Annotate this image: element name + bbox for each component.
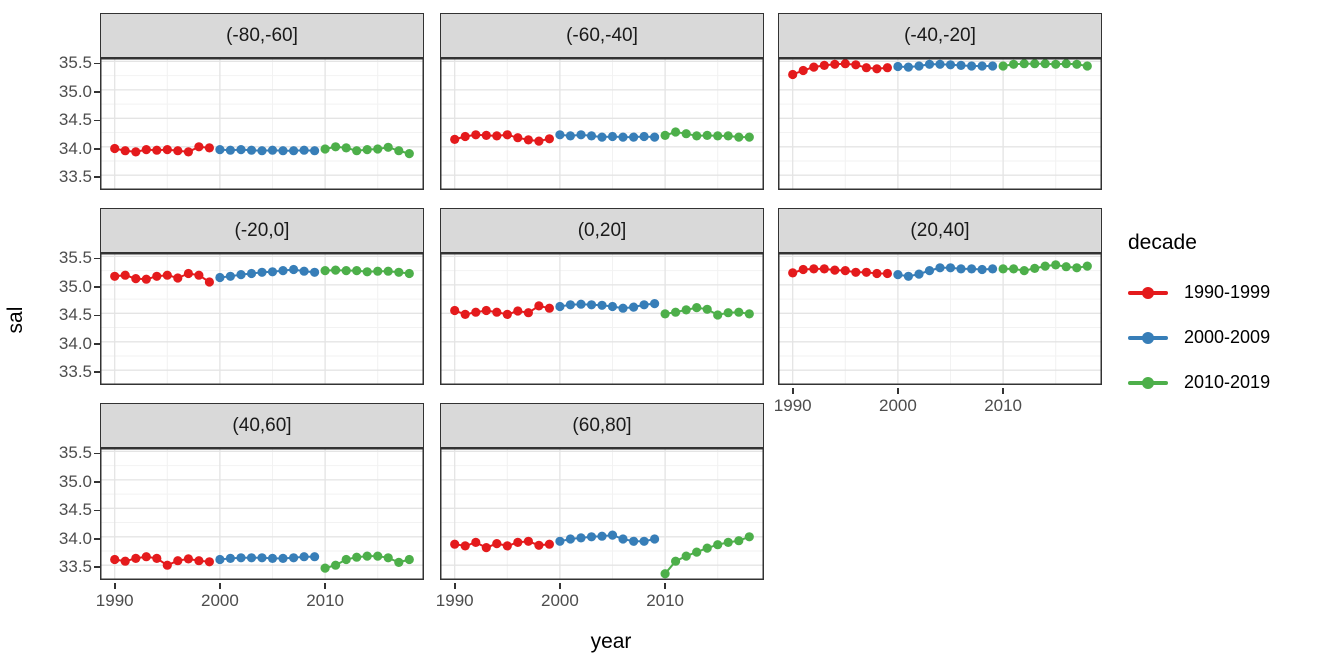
facet-strip-label: (20,40]	[910, 219, 970, 241]
x-axis-tick-mark	[897, 388, 899, 394]
facet: (-60,-40]	[440, 13, 764, 190]
x-axis-tick-label: 1990	[95, 591, 134, 610]
x-axis-tick-label: 1990	[773, 396, 812, 415]
facet-strip: (0,20]	[440, 208, 764, 253]
facet-plot-area	[100, 448, 424, 580]
legend-entry: 2000-2009	[1128, 315, 1270, 360]
facet: (-80,-60]	[100, 13, 424, 190]
x-axis-tick-label: 2010	[984, 396, 1023, 415]
facet: (-20,0]	[100, 208, 424, 385]
legend-entry-label: 1990-1999	[1184, 282, 1271, 302]
facet-plot-area	[440, 58, 764, 190]
y-axis-tick-mark	[94, 371, 100, 373]
x-axis-tick-mark	[219, 583, 221, 589]
legend-entry-label: 2000-2009	[1184, 327, 1271, 347]
y-axis-tick-label: 34.0	[58, 333, 92, 353]
x-axis-tick-mark	[324, 583, 326, 589]
facet-strip-label: (40,60]	[232, 414, 292, 436]
facet-strip: (-40,-20]	[778, 13, 1102, 58]
x-axis-tick-mark	[559, 583, 561, 589]
y-axis-tick-label: 35.0	[58, 276, 92, 296]
y-axis-tick-mark	[94, 566, 100, 568]
x-axis-tick-mark	[664, 583, 666, 589]
legend: decade 1990-1999 2000-2009 2010-2019	[1128, 230, 1270, 405]
facet-strip: (20,40]	[778, 208, 1102, 253]
facet-strip-label: (-20,0]	[234, 219, 290, 241]
y-axis-tick-label: 33.5	[58, 167, 92, 187]
facet-strip-label: (0,20]	[577, 219, 627, 241]
legend-entry-label: 2010-2019	[1184, 372, 1271, 392]
x-axis-tick-label: 2000	[879, 396, 917, 415]
y-axis-tick-mark	[94, 257, 100, 260]
x-axis-tick-mark	[453, 583, 456, 589]
facet-plot-area	[778, 253, 1102, 385]
x-axis-tick-mark	[791, 388, 794, 394]
legend-entry: 1990-1999	[1128, 270, 1270, 315]
facet-strip: (40,60]	[100, 403, 424, 448]
facet-plot-area	[100, 253, 424, 385]
y-axis-tick-label: 34.5	[58, 500, 92, 520]
y-axis-tick-mark	[94, 537, 100, 540]
y-axis-tick-label: 34.0	[58, 528, 92, 548]
legend-key-line-dot-icon	[1128, 284, 1168, 302]
facet-strip: (60,80]	[440, 403, 764, 448]
facet: (40,60]	[100, 403, 424, 580]
legend-title: decade	[1128, 231, 1197, 254]
y-axis-tick-label: 35.5	[58, 53, 92, 73]
facet: (0,20]	[440, 208, 764, 385]
y-axis-tick-label: 34.5	[58, 305, 92, 325]
facet: (20,40]	[778, 208, 1102, 385]
x-axis-tick-label: 2000	[541, 591, 579, 610]
facet-strip-label: (-60,-40]	[566, 24, 638, 46]
x-axis-tick-mark	[113, 583, 116, 589]
x-axis-tick-label: 2010	[306, 591, 345, 610]
y-axis-tick-label: 35.5	[58, 248, 92, 268]
y-axis-tick-label: 35.0	[58, 471, 92, 491]
x-axis-tick-label: 2010	[646, 591, 685, 610]
y-axis-tick-label: 33.5	[58, 557, 92, 577]
facet-strip: (-20,0]	[100, 208, 424, 253]
y-axis-tick-mark	[94, 509, 100, 512]
y-axis-tick-mark	[94, 286, 100, 288]
x-axis-tick-label: 2000	[201, 591, 239, 610]
y-axis-tick-mark	[94, 481, 100, 483]
y-axis-title: sal	[4, 306, 27, 334]
y-axis-tick-mark	[94, 62, 100, 65]
facet-strip-label: (60,80]	[572, 414, 632, 436]
y-axis-tick-mark	[94, 452, 100, 455]
facet: (60,80]	[440, 403, 764, 580]
facet-strip: (-60,-40]	[440, 13, 764, 58]
y-axis-tick-mark	[94, 91, 100, 93]
facet-plot-area	[440, 253, 764, 385]
facet-strip: (-80,-60]	[100, 13, 424, 58]
x-axis-title: year	[590, 630, 632, 653]
x-axis-tick-mark	[1002, 388, 1004, 394]
y-axis-tick-mark	[94, 119, 100, 122]
legend-key-line-dot-icon	[1128, 329, 1168, 347]
legend-entry: 2010-2019	[1128, 360, 1270, 405]
y-axis-tick-label: 33.5	[58, 362, 92, 382]
y-axis-tick-mark	[94, 147, 100, 150]
facet-strip-label: (-40,-20]	[904, 24, 976, 46]
facet: (-40,-20]	[778, 13, 1102, 190]
y-axis-tick-label: 35.0	[58, 81, 92, 101]
y-axis-tick-mark	[94, 342, 100, 345]
facet-plot-area	[440, 448, 764, 580]
facet-plot-area	[100, 58, 424, 190]
y-axis-tick-mark	[94, 176, 100, 178]
facet-strip-label: (-80,-60]	[226, 24, 298, 46]
x-axis-tick-label: 1990	[435, 591, 474, 610]
legend-key-line-dot-icon	[1128, 374, 1168, 392]
y-axis-tick-label: 34.5	[58, 110, 92, 130]
y-axis-tick-mark	[94, 314, 100, 317]
y-axis-tick-label: 35.5	[58, 443, 92, 463]
facet-plot-area	[778, 58, 1102, 190]
y-axis-tick-label: 34.0	[58, 138, 92, 158]
